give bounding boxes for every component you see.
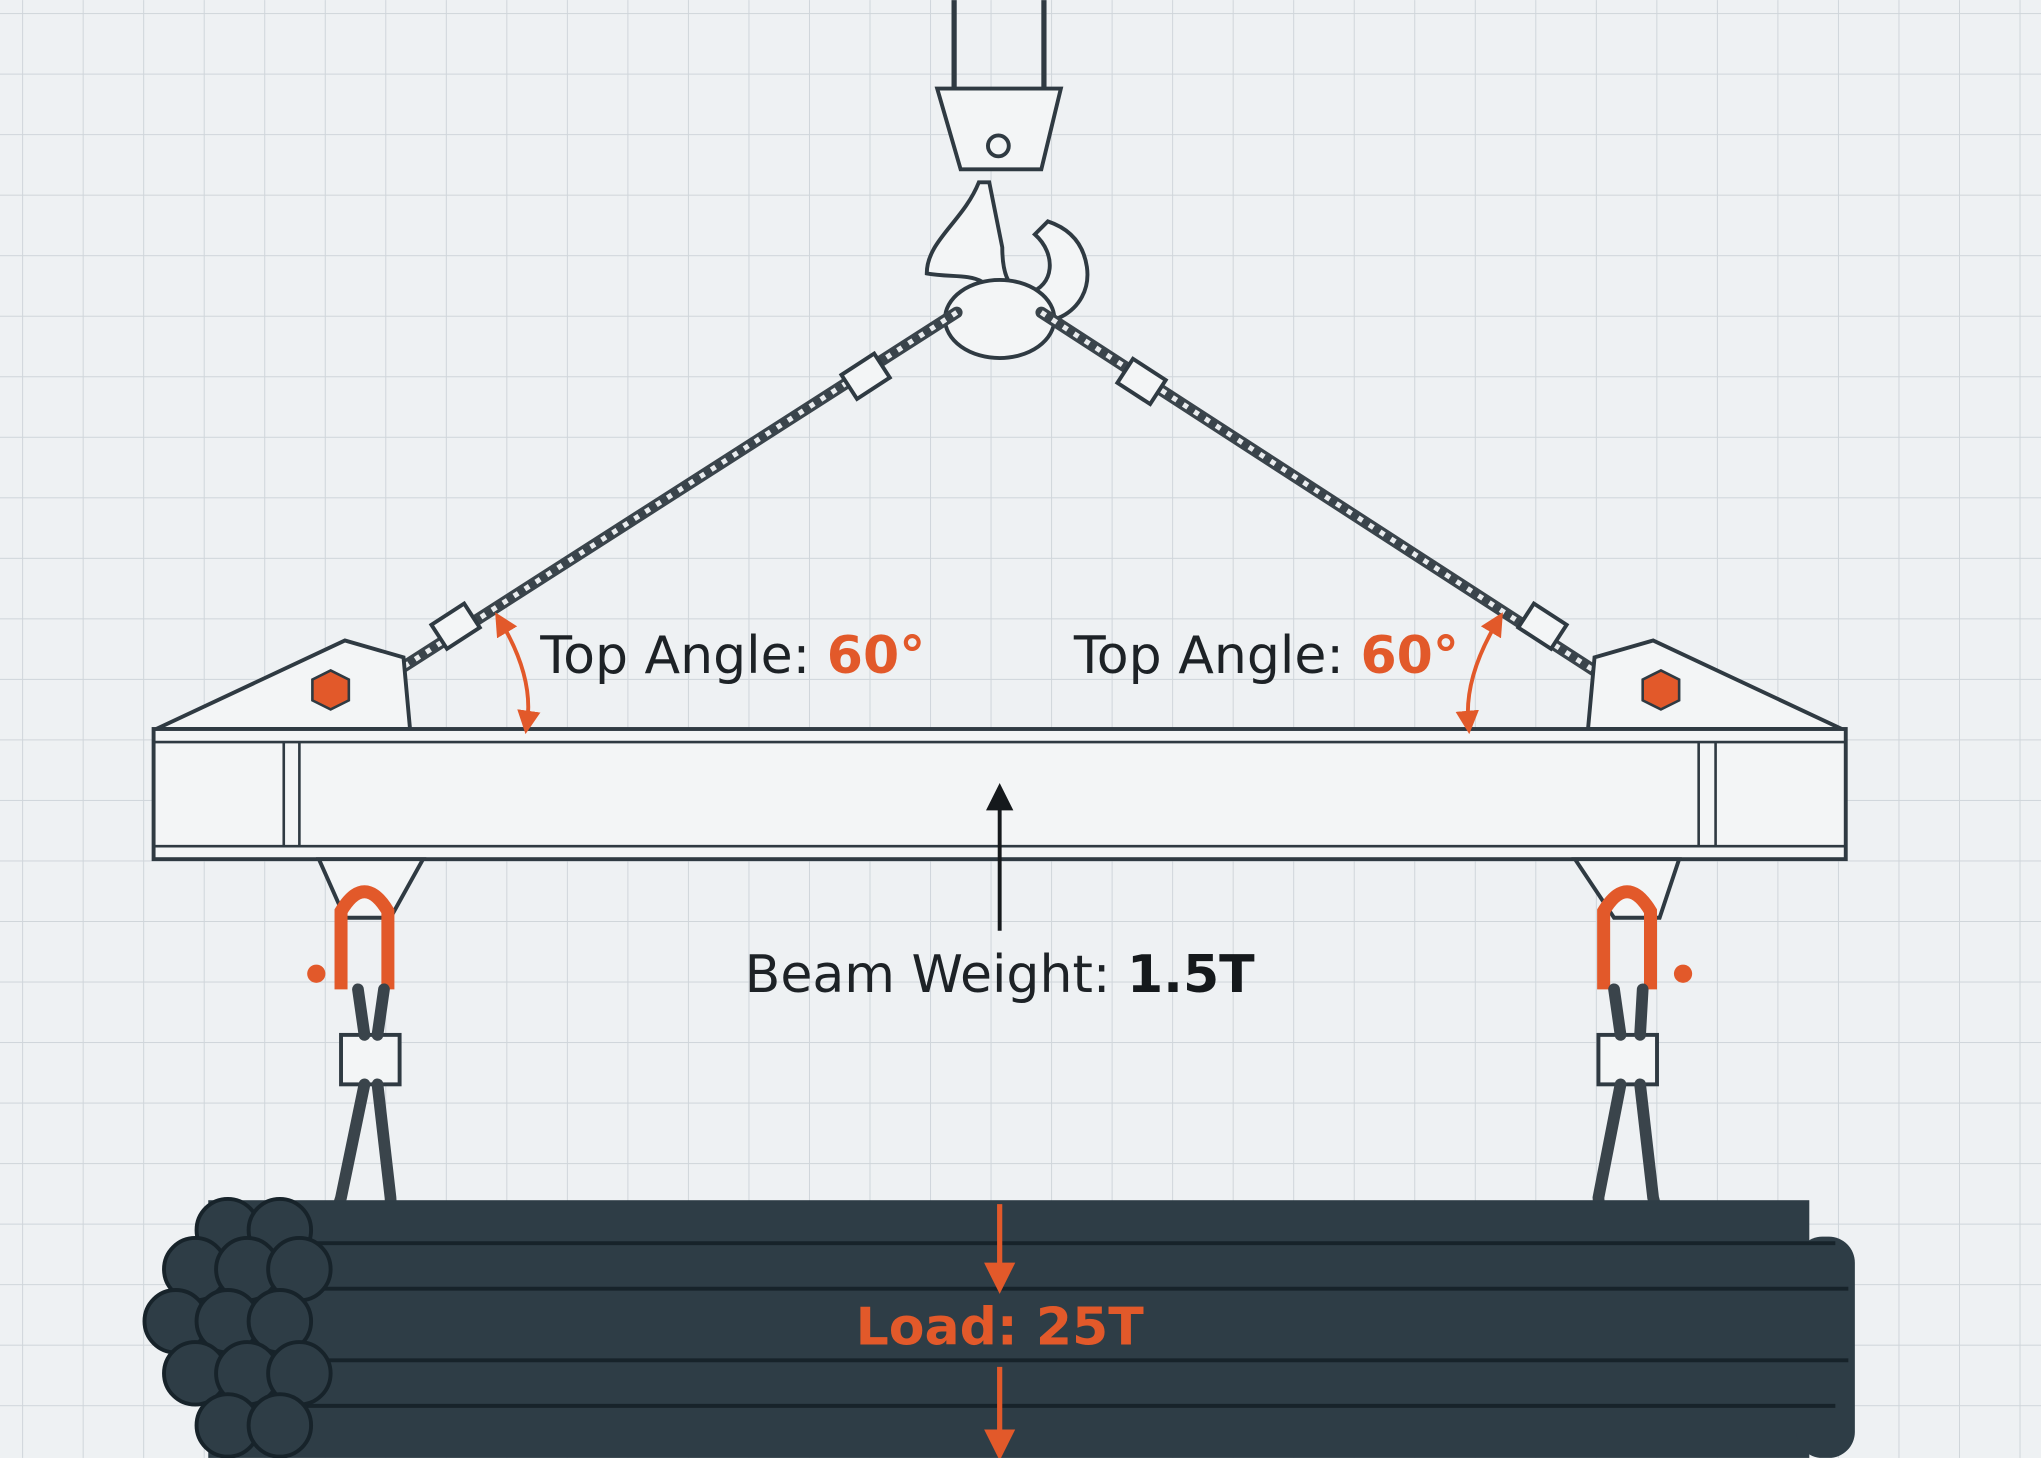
page-body: Top Angle: 60° Top Angle: 60° Beam Weigh… (0, 0, 2041, 1458)
load-value: 25T (1036, 1298, 1144, 1358)
load: Load: 25T (856, 1298, 1145, 1358)
angle-label: Top Angle: (539, 626, 810, 686)
load-label: Load: (856, 1298, 1018, 1358)
beam-weight-label: Beam Weight: (745, 945, 1111, 1005)
beam-weight: Beam Weight: 1.5T (745, 945, 1255, 1005)
angle-value: 60° (1360, 626, 1458, 686)
beam-weight-value: 1.5T (1127, 945, 1255, 1005)
page: Spreader beam lifting diagram {"angles":… (0, 0, 2041, 1458)
angle-label: Top Angle: (1073, 626, 1344, 686)
angle-annotation: Top Angle: 60° (1073, 626, 1459, 686)
diagram: Top Angle: 60° Top Angle: 60° Beam Weigh… (0, 0, 2041, 1458)
angle-annotation: Top Angle: 60° (539, 626, 925, 686)
angle-value: 60° (827, 626, 925, 686)
